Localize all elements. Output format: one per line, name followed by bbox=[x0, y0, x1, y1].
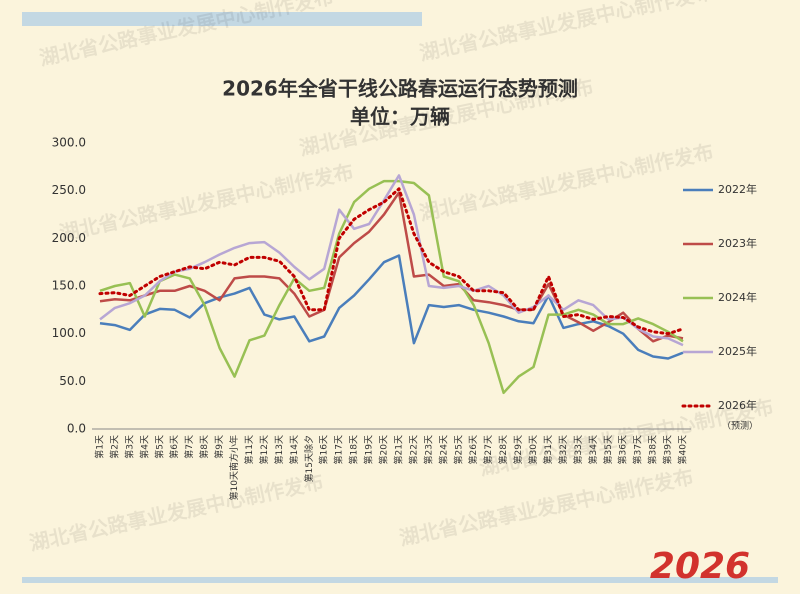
x-tick-label: 第11天 bbox=[243, 435, 255, 464]
watermark: 湖北省公路事业发展中心制作发布 bbox=[397, 464, 695, 550]
watermark: 湖北省公路事业发展中心制作发布 bbox=[57, 159, 355, 245]
x-tick-label: 第29天 bbox=[512, 435, 524, 464]
x-tick-label: 第38天 bbox=[647, 435, 659, 464]
x-tick-label: 第2天 bbox=[108, 435, 120, 459]
x-tick-label: 第1天 bbox=[94, 435, 106, 459]
x-tick-label: 第26天 bbox=[467, 435, 479, 464]
x-tick-label: 第40天 bbox=[677, 435, 689, 464]
watermark: 湖北省公路事业发展中心制作发布 bbox=[417, 139, 715, 225]
x-tick-label: 第39天 bbox=[662, 435, 674, 464]
forecast-note: （预测） bbox=[722, 421, 758, 432]
x-tick-label: 第23天 bbox=[422, 435, 434, 464]
x-tick-label: 第31天 bbox=[542, 435, 554, 464]
x-tick-label: 第32天 bbox=[557, 435, 569, 464]
x-tick-label: 第24天 bbox=[437, 435, 449, 464]
legend-label: 2026年 bbox=[718, 398, 757, 412]
series-line bbox=[99, 254, 684, 360]
x-tick-label: 第33天 bbox=[572, 435, 584, 464]
x-tick-label: 第30天 bbox=[527, 435, 539, 464]
y-tick-label: 150.0 bbox=[52, 279, 86, 293]
y-tick-label: 50.0 bbox=[59, 374, 86, 388]
header-band bbox=[22, 12, 422, 26]
x-tick-label: 第37天 bbox=[632, 435, 644, 464]
x-tick-label: 第36天 bbox=[617, 435, 629, 464]
x-tick-label: 第21天 bbox=[392, 435, 404, 464]
x-tick-label: 第4天 bbox=[138, 435, 150, 459]
x-tick-label: 第10天南方小年 bbox=[228, 435, 240, 500]
x-tick-label: 第3天 bbox=[123, 435, 135, 459]
y-tick-label: 250.0 bbox=[52, 183, 86, 197]
x-tick-label: 第18天 bbox=[348, 435, 360, 464]
legend-label: 2024年 bbox=[718, 290, 757, 304]
x-tick-label: 第22天 bbox=[407, 435, 419, 464]
x-tick-label: 第13天 bbox=[273, 435, 285, 464]
x-tick-label: 第6天 bbox=[168, 435, 180, 459]
x-tick-label: 第27天 bbox=[482, 435, 494, 464]
x-tick-label: 第9天 bbox=[213, 435, 225, 459]
x-tick-label: 第12天 bbox=[258, 435, 270, 464]
x-tick-label: 第17天 bbox=[333, 435, 345, 464]
series-line bbox=[99, 174, 684, 347]
watermark: 湖北省公路事业发展中心制作发布 bbox=[37, 0, 335, 70]
legend-label: 2022年 bbox=[718, 182, 757, 196]
x-tick-label: 第14天 bbox=[288, 435, 300, 464]
x-tick-label: 第8天 bbox=[198, 435, 210, 459]
logo: 2026 bbox=[650, 546, 750, 587]
x-tick-label: 第34天 bbox=[587, 435, 599, 464]
series-line bbox=[99, 191, 684, 343]
chart-title: 2026年全省干线公路春运运行态势预测 bbox=[222, 77, 578, 101]
x-tick-label: 第28天 bbox=[497, 435, 509, 464]
series-line bbox=[99, 179, 684, 395]
chart-subtitle: 单位：万辆 bbox=[350, 105, 450, 129]
x-tick-label: 第20天 bbox=[378, 435, 390, 464]
y-tick-label: 0.0 bbox=[67, 422, 86, 436]
x-tick-label: 第15天除夕 bbox=[303, 435, 315, 482]
x-tick-label: 第5天 bbox=[153, 435, 165, 459]
series-line bbox=[98, 187, 685, 336]
footer-band bbox=[22, 577, 778, 583]
watermark: 湖北省公路事业发展中心制作发布 bbox=[27, 469, 325, 555]
y-tick-label: 100.0 bbox=[52, 326, 86, 340]
y-tick-label: 300.0 bbox=[52, 136, 86, 150]
watermark: 湖北省公路事业发展中心制作发布 bbox=[417, 0, 715, 65]
x-tick-label: 第7天 bbox=[183, 435, 195, 459]
legend-label: 2025年 bbox=[718, 344, 757, 358]
x-tick-label: 第25天 bbox=[452, 435, 464, 464]
y-tick-label: 200.0 bbox=[52, 231, 86, 245]
x-tick-label: 第16天 bbox=[318, 435, 330, 464]
legend-label: 2023年 bbox=[718, 236, 757, 250]
x-tick-label: 第35天 bbox=[602, 435, 614, 464]
x-tick-label: 第19天 bbox=[363, 435, 375, 464]
